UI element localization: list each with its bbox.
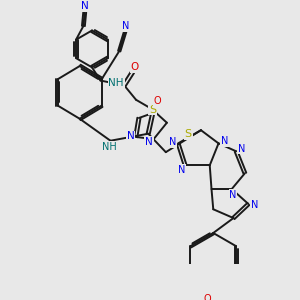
Text: N: N bbox=[127, 131, 134, 141]
Text: O: O bbox=[130, 62, 139, 72]
Text: S: S bbox=[185, 129, 192, 139]
Text: N: N bbox=[145, 137, 153, 147]
Text: N: N bbox=[238, 144, 246, 154]
Text: N: N bbox=[178, 165, 185, 175]
Text: NH: NH bbox=[102, 142, 116, 152]
Text: N: N bbox=[122, 21, 130, 31]
Text: O: O bbox=[154, 96, 161, 106]
Text: O: O bbox=[204, 294, 211, 300]
Text: NH: NH bbox=[108, 78, 124, 88]
Text: N: N bbox=[229, 190, 237, 200]
Text: S: S bbox=[149, 104, 156, 115]
Text: N: N bbox=[250, 200, 258, 210]
Text: N: N bbox=[220, 136, 228, 146]
Text: N: N bbox=[81, 1, 88, 11]
Text: N: N bbox=[169, 137, 176, 147]
